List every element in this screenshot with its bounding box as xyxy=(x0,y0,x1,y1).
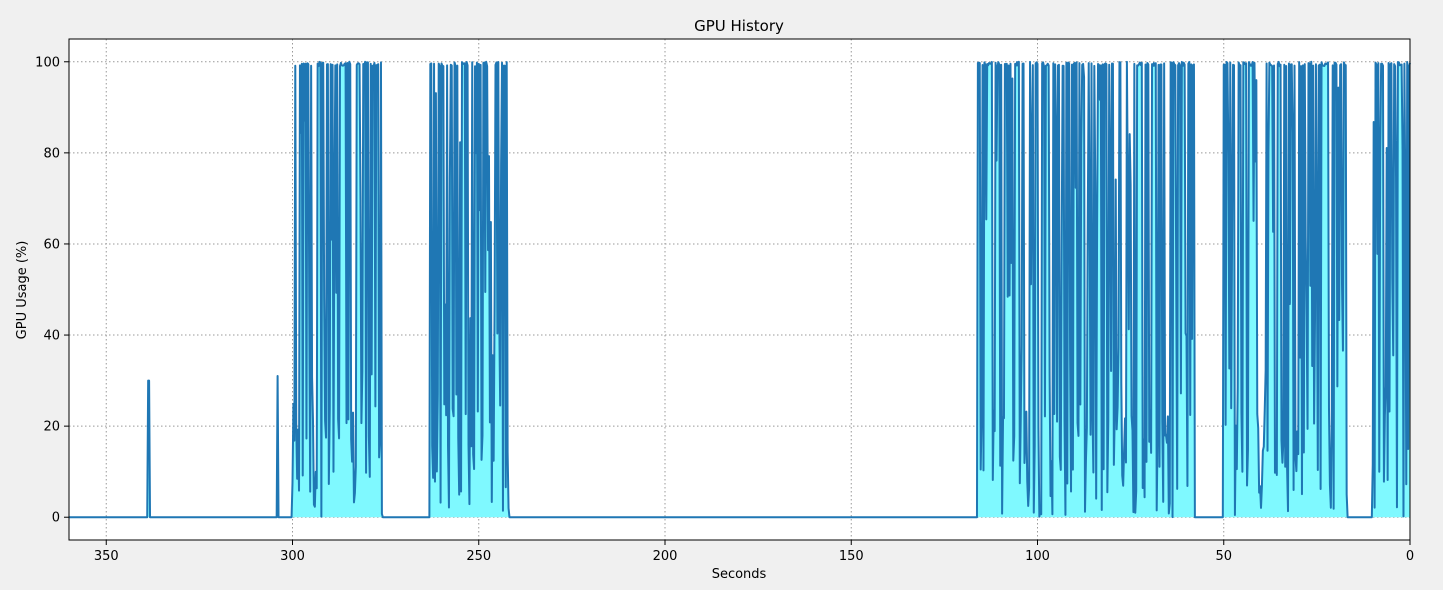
plot-area xyxy=(69,39,1410,540)
series-line xyxy=(68,60,1411,519)
x-tick-label: 50 xyxy=(1215,549,1232,564)
x-tick-label: 250 xyxy=(466,549,491,564)
axis-ticks: 350 300 250 200 150 100 50 0 0 20 40 60 80 100 xyxy=(35,55,1414,564)
x-tick-label: 150 xyxy=(839,549,864,564)
y-axis-label: GPU Usage (%) xyxy=(15,241,30,340)
x-tick-label: 100 xyxy=(1025,549,1050,564)
y-tick-label: 40 xyxy=(43,329,60,344)
chart-title: GPU History xyxy=(694,17,784,35)
y-tick-label: 100 xyxy=(35,55,60,70)
y-tick-label: 80 xyxy=(43,146,60,161)
plot-frame xyxy=(68,38,1411,541)
series-layer xyxy=(68,60,1411,519)
x-tick-label: 300 xyxy=(280,549,305,564)
x-tick-label: 200 xyxy=(653,549,678,564)
x-axis-label: Seconds xyxy=(712,567,767,582)
y-tick-label: 60 xyxy=(43,237,60,252)
x-tick-label: 350 xyxy=(94,549,119,564)
x-tick-label: 0 xyxy=(1406,549,1414,564)
y-tick-label: 0 xyxy=(52,511,60,526)
y-tick-label: 20 xyxy=(43,420,60,435)
